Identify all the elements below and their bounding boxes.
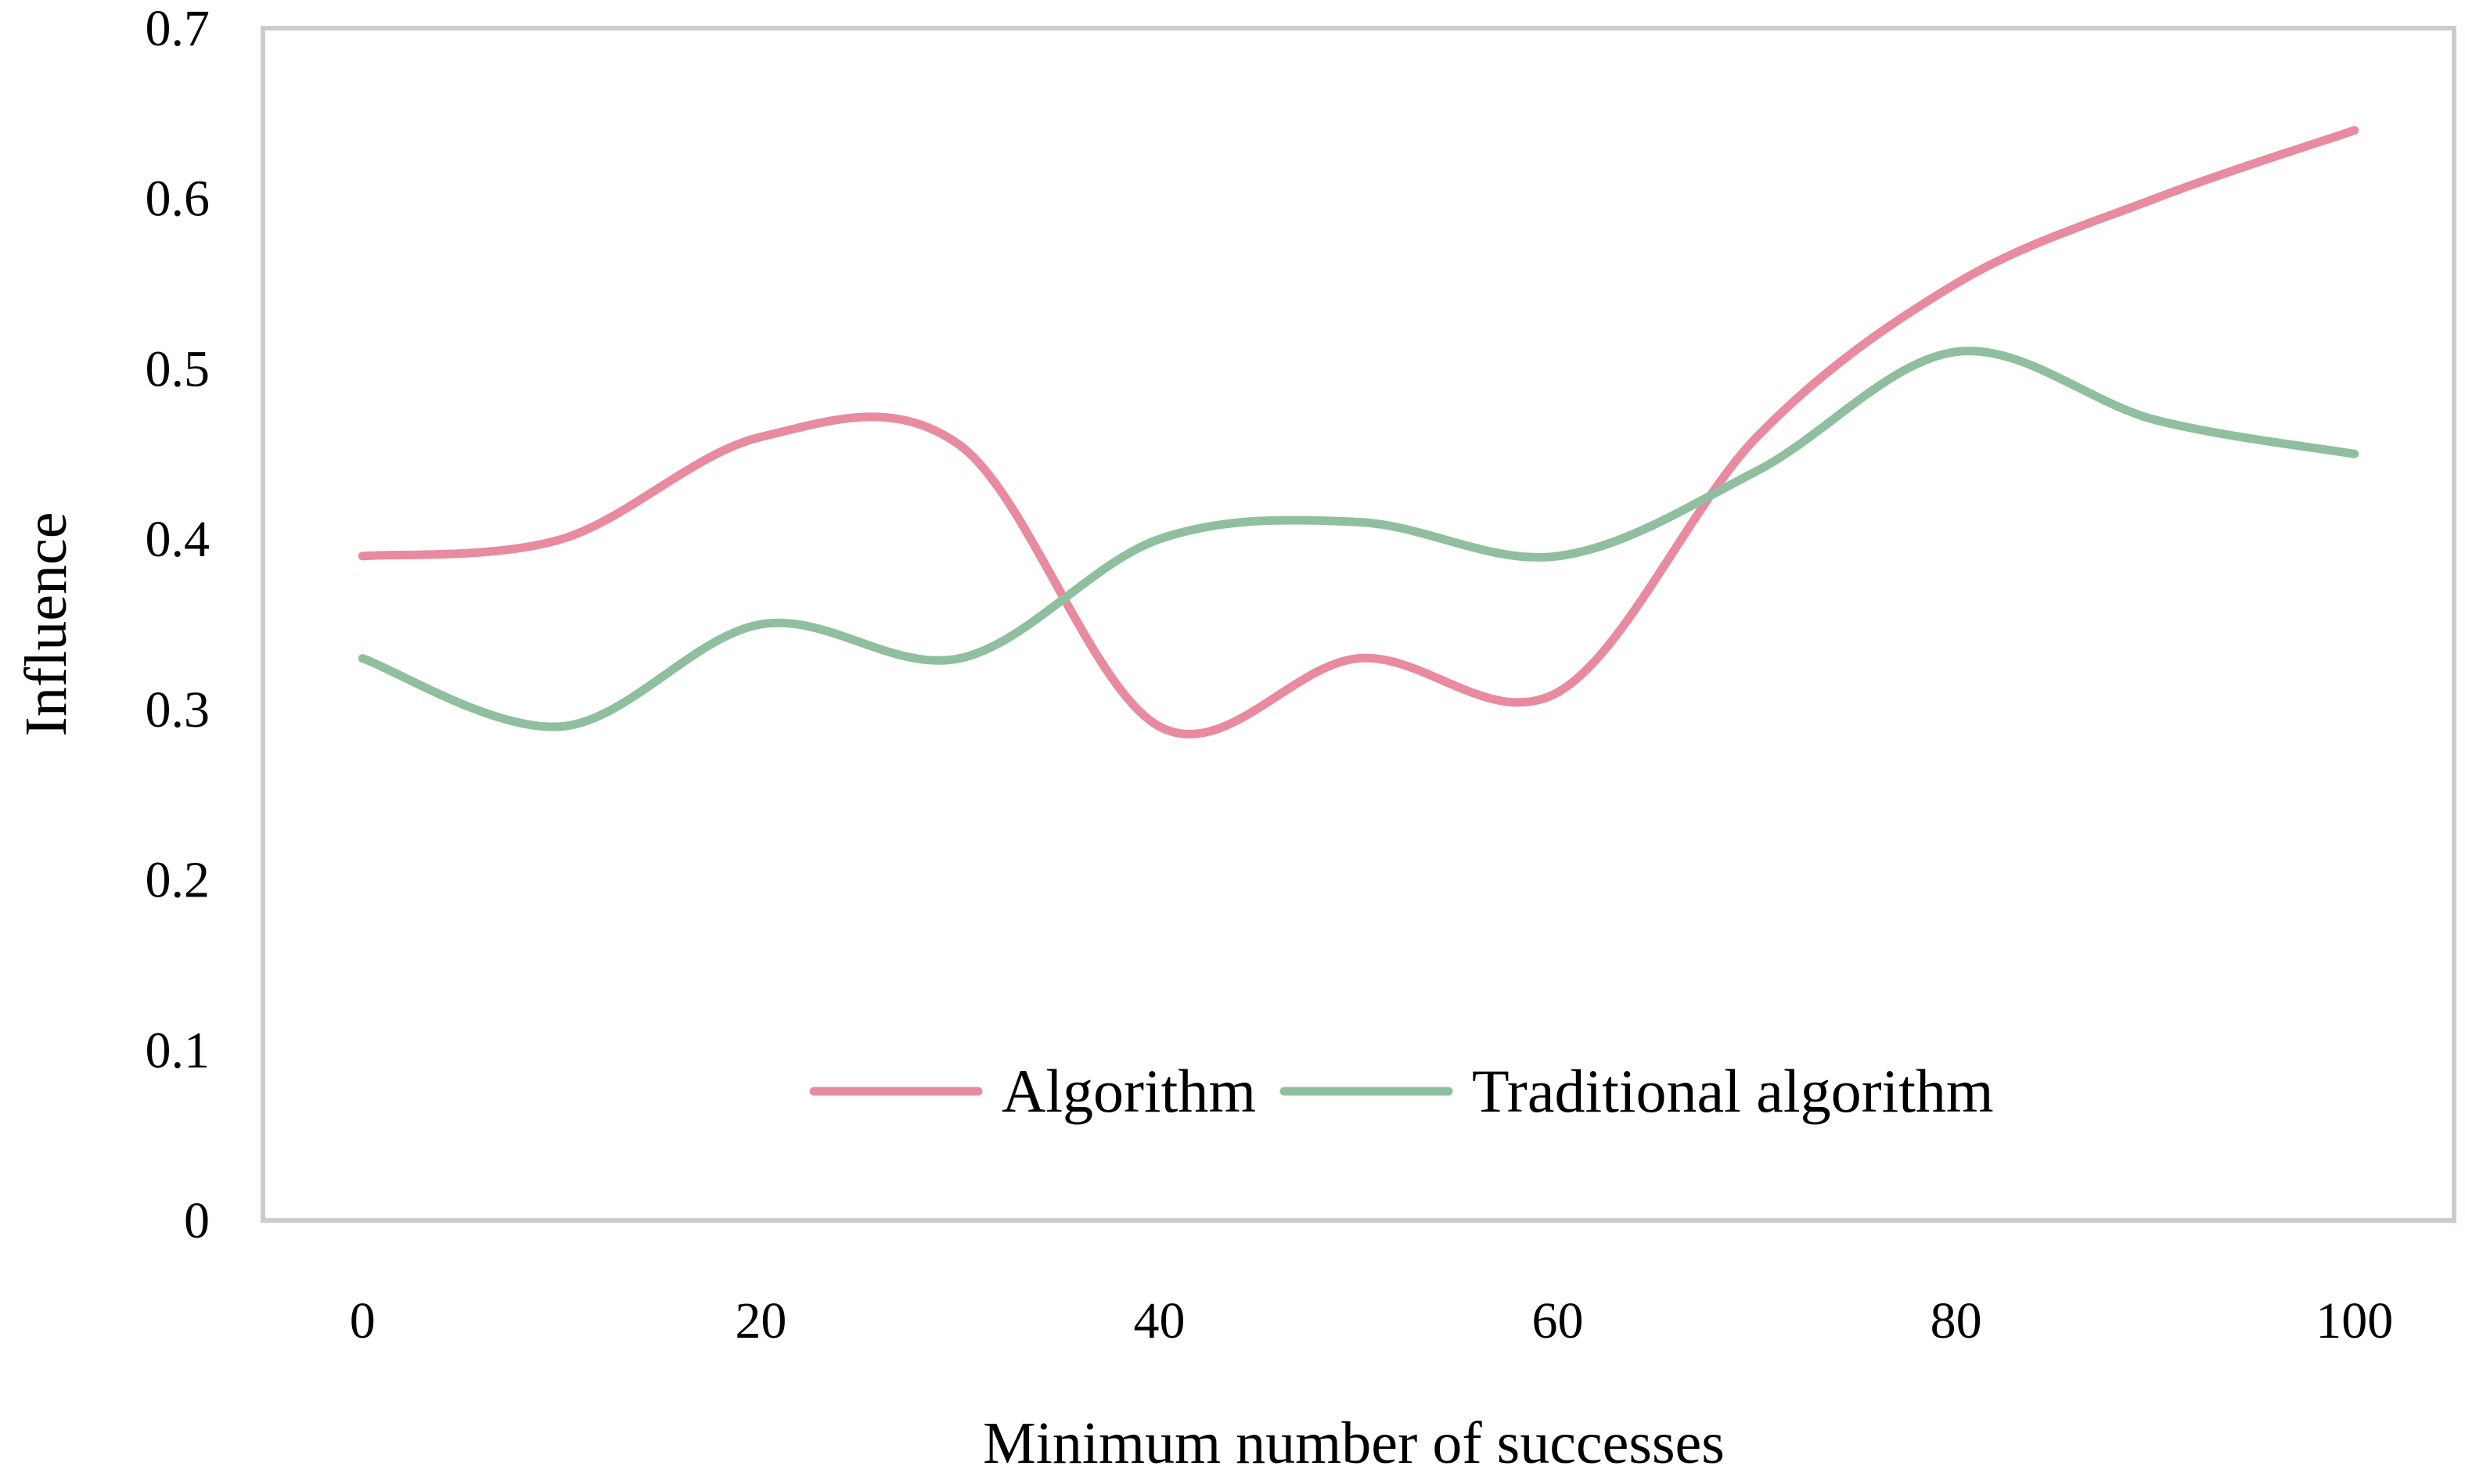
y-tick-label: 0.7 [146,0,211,57]
x-tick-label: 60 [1532,1292,1584,1349]
legend: Algorithm Traditional algorithm [809,1057,1994,1125]
series-line-traditional-algorithm [358,347,2359,731]
x-tick-label: 40 [1133,1292,1185,1349]
y-tick-label: 0.6 [146,171,211,228]
x-axis-ticks: 0 20 40 60 80 100 [350,1292,2393,1349]
x-tick-label: 100 [2316,1292,2393,1349]
legend-label: Algorithm [1002,1057,1256,1125]
plot-frame [261,26,2456,1223]
x-axis-title: Minimum number of successes [983,1410,1725,1476]
y-tick-label: 0.1 [146,1022,211,1079]
y-axis-title: Influence [13,512,79,737]
series-lines [358,126,2359,738]
y-tick-label: 0.5 [146,340,211,397]
y-tick-label: 0.2 [146,852,211,909]
x-tick-label: 20 [735,1292,786,1349]
y-tick-label: 0.4 [146,511,211,568]
y-tick-label: 0 [184,1192,210,1249]
y-axis-ticks: 0 0.1 0.2 0.3 0.4 0.5 0.6 0.7 [146,0,211,1249]
y-tick-label: 0.3 [146,681,211,738]
legend-label: Traditional algorithm [1472,1057,1994,1125]
series-line-algorithm [358,126,2359,738]
x-tick-label: 0 [350,1292,376,1349]
x-tick-label: 80 [1931,1292,1982,1349]
